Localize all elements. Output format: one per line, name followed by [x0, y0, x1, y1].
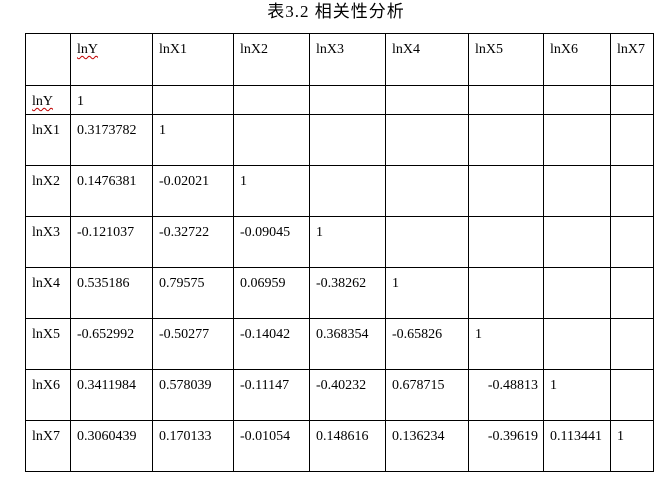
table-cell: -0.48813	[468, 369, 544, 421]
table-row: lnX3 -0.121037 -0.32722 -0.09045 1	[25, 216, 654, 268]
table-caption: 表3.2 相关性分析	[267, 2, 405, 21]
table-cell	[610, 85, 654, 115]
row-label-cell: lnX6	[25, 369, 71, 421]
table-cell: 0.3411984	[70, 369, 153, 421]
header-cell-lnY: lnY	[70, 33, 153, 86]
table-cell: 0.06959	[233, 267, 310, 319]
row-label-cell: lnX1	[25, 114, 71, 166]
table-cell: 0.535186	[70, 267, 153, 319]
row-label-cell: lnY	[25, 85, 71, 115]
table-cell	[543, 267, 611, 319]
table-cell	[610, 165, 654, 217]
table-cell	[152, 85, 234, 115]
table-cell	[543, 318, 611, 370]
table-cell	[233, 114, 310, 166]
table-cell: -0.14042	[233, 318, 310, 370]
table-cell	[233, 85, 310, 115]
table-cell: 0.79575	[152, 267, 234, 319]
header-cell-corner	[25, 33, 71, 86]
table-cell: 0.578039	[152, 369, 234, 421]
table-cell: 0.136234	[385, 420, 469, 472]
table-cell: 0.3060439	[70, 420, 153, 472]
table-cell: -0.121037	[70, 216, 153, 268]
table-cell: 1	[70, 85, 153, 115]
table-cell: -0.02021	[152, 165, 234, 217]
table-cell: -0.32722	[152, 216, 234, 268]
header-cell-lnX7: lnX7	[610, 33, 654, 86]
table-cell	[385, 216, 469, 268]
table-cell	[610, 114, 654, 166]
table-cell: 0.678715	[385, 369, 469, 421]
table-cell	[468, 85, 544, 115]
table-cell	[309, 165, 386, 217]
table-row: lnX2 0.1476381 -0.02021 1	[25, 165, 654, 217]
header-cell-lnX3: lnX3	[309, 33, 386, 86]
table-cell	[468, 216, 544, 268]
table-cell: 1	[468, 318, 544, 370]
table-cell: -0.652992	[70, 318, 153, 370]
table-cell: -0.11147	[233, 369, 310, 421]
table-row: lnX4 0.535186 0.79575 0.06959 -0.38262 1	[25, 267, 654, 319]
table-cell: -0.39619	[468, 420, 544, 472]
table-cell: 0.113441	[543, 420, 611, 472]
row-label-cell: lnX5	[25, 318, 71, 370]
table-cell: 0.368354	[309, 318, 386, 370]
correlation-table: lnY lnX1 lnX2 lnX3 lnX4 lnX5 lnX6 lnX7 l…	[25, 33, 654, 472]
table-cell: 1	[385, 267, 469, 319]
table-cell	[468, 267, 544, 319]
row-label-cell: lnX3	[25, 216, 71, 268]
table-cell: 1	[309, 216, 386, 268]
table-row: lnX5 -0.652992 -0.50277 -0.14042 0.368354 -0.…	[25, 318, 654, 370]
header-cell-lnX5: lnX5	[468, 33, 544, 86]
header-cell-lnX1: lnX1	[152, 33, 234, 86]
row-label: lnY	[32, 94, 53, 109]
table-cell: 1	[152, 114, 234, 166]
table-cell: -0.50277	[152, 318, 234, 370]
table-cell	[468, 165, 544, 217]
header-cell-lnX2: lnX2	[233, 33, 310, 86]
table-cell	[543, 85, 611, 115]
table-row: lnX6 0.3411984 0.578039 -0.11147 -0.40232 0.6…	[25, 369, 654, 421]
row-label-cell: lnX4	[25, 267, 71, 319]
table-cell	[309, 114, 386, 166]
table-cell	[468, 114, 544, 166]
table-cell: 0.170133	[152, 420, 234, 472]
table-cell: 0.1476381	[70, 165, 153, 217]
table-cell	[385, 114, 469, 166]
table-cell	[543, 216, 611, 268]
row-label-cell: lnX2	[25, 165, 71, 217]
table-cell: 0.148616	[309, 420, 386, 472]
table-cell: -0.38262	[309, 267, 386, 319]
header-row: lnY lnX1 lnX2 lnX3 lnX4 lnX5 lnX6 lnX7	[25, 33, 654, 86]
table-cell: -0.40232	[309, 369, 386, 421]
table-cell	[610, 267, 654, 319]
table-cell	[543, 114, 611, 166]
table-cell: 1	[233, 165, 310, 217]
table-cell	[385, 165, 469, 217]
table-row: lnX7 0.3060439 0.170133 -0.01054 0.148616 0.1…	[25, 420, 654, 472]
table-cell	[309, 85, 386, 115]
table-cell: -0.09045	[233, 216, 310, 268]
header-cell-lnX6: lnX6	[543, 33, 611, 86]
table-cell	[610, 318, 654, 370]
table-cell	[543, 165, 611, 217]
table-cell: 1	[610, 420, 654, 472]
table-cell	[610, 216, 654, 268]
table-cell	[385, 85, 469, 115]
header-label-lnY: lnY	[77, 42, 98, 57]
table-cell: 0.3173782	[70, 114, 153, 166]
table-cell: 1	[543, 369, 611, 421]
table-row: lnY 1	[25, 85, 654, 115]
header-cell-lnX4: lnX4	[385, 33, 469, 86]
table-cell	[610, 369, 654, 421]
table-cell: -0.01054	[233, 420, 310, 472]
table-cell: -0.65826	[385, 318, 469, 370]
row-label-cell: lnX7	[25, 420, 71, 472]
table-row: lnX1 0.3173782 1	[25, 114, 654, 166]
